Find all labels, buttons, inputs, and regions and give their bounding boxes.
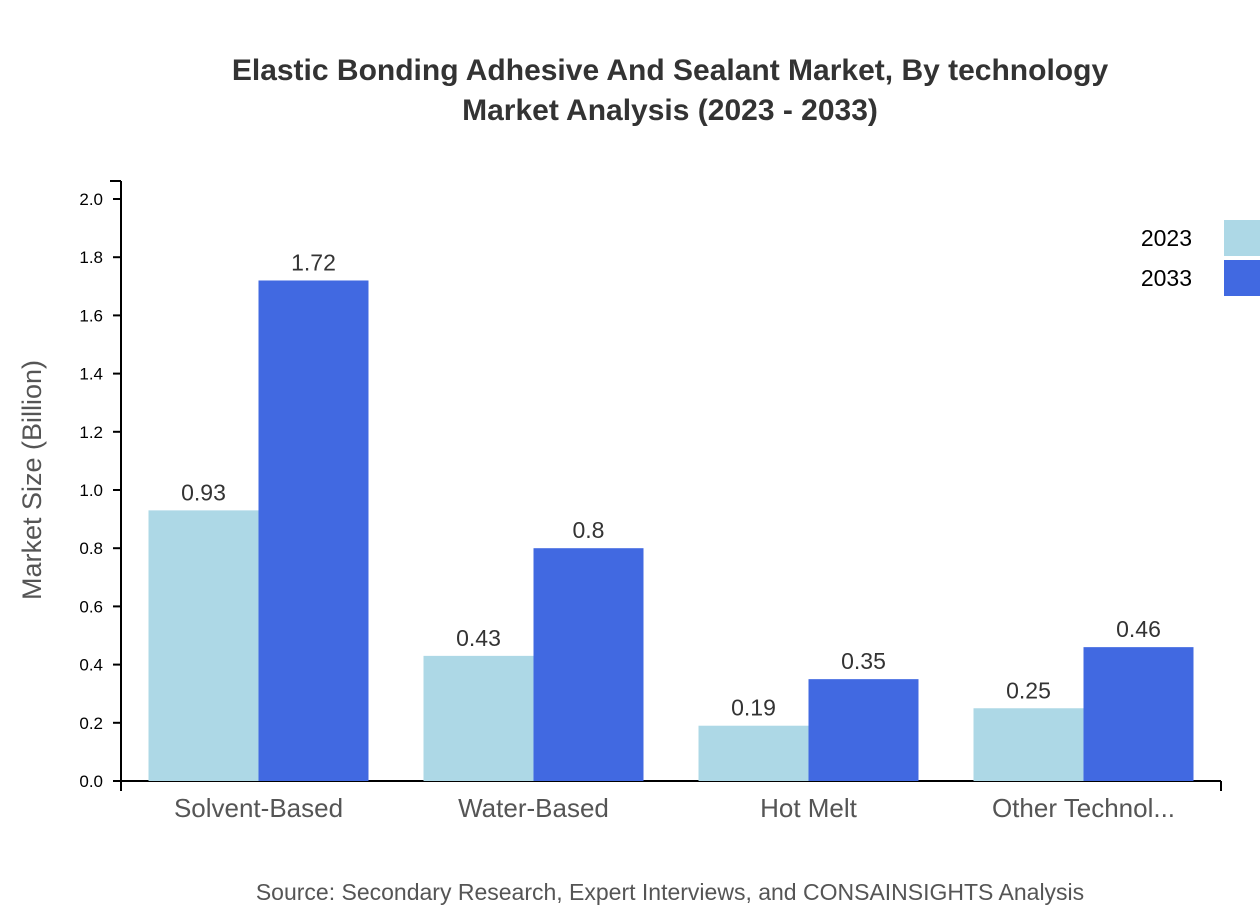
x-tick-label: Hot Melt: [760, 793, 858, 823]
y-tick-label: 1.4: [79, 365, 103, 384]
data-label: 0.35: [841, 648, 886, 674]
y-tick-label: 0.2: [79, 714, 103, 733]
y-tick-label: 0.6: [79, 597, 103, 616]
data-label: 1.72: [291, 249, 336, 275]
bar-2023: [973, 708, 1084, 781]
y-tick-label: 0.4: [79, 656, 103, 675]
data-label: 0.19: [731, 695, 776, 721]
bar-2033: [1083, 647, 1194, 781]
bar-2023: [423, 655, 534, 781]
y-tick-label: 1.0: [79, 481, 103, 500]
bar-2033: [533, 548, 644, 781]
legend-label: 2033: [1141, 265, 1192, 291]
chart-title-line-1: Elastic Bonding Adhesive And Sealant Mar…: [232, 54, 1109, 87]
bar-2023: [698, 725, 809, 781]
chart-title-line-2: Market Analysis (2023 - 2033): [462, 94, 878, 127]
data-label: 0.8: [573, 517, 605, 543]
bars: 0.93 1.72 0.43 0.8 0.19 0.35 0.25 0.46: [148, 249, 1194, 781]
y-tick-label: 2.0: [79, 190, 103, 209]
legend: 2023 2033: [1141, 220, 1260, 296]
data-label: 0.43: [456, 625, 501, 651]
bar-2023: [148, 510, 259, 781]
y-tick-label: 1.2: [79, 423, 103, 442]
y-tick-label: 0.8: [79, 539, 103, 558]
legend-swatch-2033: [1224, 260, 1260, 296]
source-note: Source: Secondary Research, Expert Inter…: [256, 879, 1084, 905]
y-axis-label: Market Size (Billion): [17, 360, 47, 600]
y-tick-label: 0.0: [79, 772, 103, 791]
data-label: 0.46: [1116, 616, 1161, 642]
data-label: 0.93: [181, 479, 226, 505]
legend-swatch-2023: [1224, 220, 1260, 256]
x-tick-label: Solvent-Based: [174, 793, 343, 823]
legend-label: 2023: [1141, 225, 1192, 251]
bar-2033: [258, 280, 369, 781]
y-tick-label: 1.8: [79, 248, 103, 267]
bar-2033: [808, 679, 919, 781]
y-tick-label: 1.6: [79, 306, 103, 325]
data-label: 0.25: [1006, 677, 1051, 703]
x-tick-label: Other Technol...: [992, 793, 1175, 823]
x-tick-label: Water-Based: [458, 793, 609, 823]
